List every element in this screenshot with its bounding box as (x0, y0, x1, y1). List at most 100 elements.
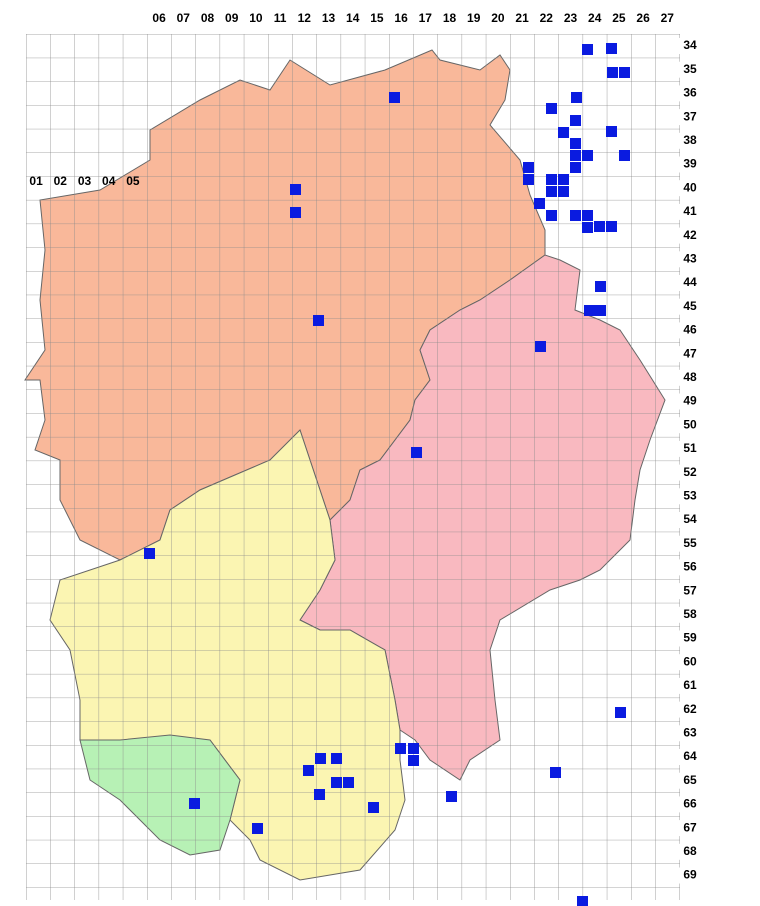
label-bg (676, 677, 704, 694)
grid (26, 34, 680, 900)
row-label: 66 (683, 797, 697, 811)
column-label: 11 (274, 11, 287, 25)
column-label: 25 (612, 11, 626, 25)
row-label: 63 (683, 725, 697, 739)
column-label: 16 (394, 11, 408, 25)
row-label: 41 (683, 204, 697, 218)
label-bg (676, 512, 704, 528)
label-bg (676, 227, 704, 244)
column-label: 01 (29, 174, 43, 188)
column-label: 15 (370, 11, 384, 25)
row-label: 35 (683, 62, 697, 76)
label-bg (676, 251, 704, 268)
row-label: 44 (683, 275, 697, 289)
row-label: 58 (683, 607, 697, 621)
row-label: 43 (683, 251, 697, 265)
row-label: 36 (683, 86, 697, 100)
label-bg (676, 820, 704, 837)
column-label: 10 (249, 11, 263, 25)
row-label: 42 (683, 228, 697, 242)
label-bg (676, 156, 704, 173)
label-bg (676, 749, 704, 765)
label-bg (676, 464, 704, 481)
label-bg (676, 85, 704, 102)
column-label: 23 (564, 11, 578, 25)
label-bg (676, 275, 704, 291)
row-label: 64 (683, 749, 697, 763)
label-bg (676, 559, 704, 576)
label-bg (676, 203, 704, 220)
column-label: 20 (491, 11, 505, 25)
label-bg (676, 369, 704, 386)
column-label: 26 (636, 11, 650, 25)
label-bg (676, 417, 704, 434)
row-label: 52 (683, 465, 697, 479)
label-bg (676, 701, 704, 718)
column-label: 21 (515, 11, 529, 25)
row-label: 59 (683, 631, 697, 645)
row-label: 40 (683, 180, 697, 194)
label-bg (676, 132, 704, 149)
label-bg (676, 38, 704, 54)
row-label: 69 (683, 868, 697, 882)
label-bg (676, 180, 704, 197)
column-label: 24 (588, 11, 602, 25)
row-label: 62 (683, 702, 697, 716)
row-label: 51 (683, 441, 697, 455)
row-label: 39 (683, 157, 697, 171)
row-label: 48 (683, 370, 697, 384)
column-label: 14 (346, 11, 360, 25)
column-label: 05 (126, 174, 140, 188)
column-label: 17 (419, 11, 433, 25)
column-label: 07 (177, 11, 191, 25)
row-label: 37 (683, 109, 697, 123)
label-bg (676, 61, 704, 78)
label-bg (676, 322, 704, 339)
row-label: 50 (683, 417, 697, 431)
row-label: 45 (683, 299, 697, 313)
label-bg (676, 606, 704, 623)
row-label: 47 (683, 346, 697, 360)
label-bg (676, 583, 704, 600)
row-label: 61 (683, 678, 697, 692)
row-label: 57 (683, 583, 697, 597)
label-bg (676, 772, 704, 789)
row-label: 67 (683, 820, 697, 834)
row-label: 46 (683, 323, 697, 337)
label-bg (676, 630, 704, 647)
label-bg (676, 393, 704, 410)
column-label: 08 (201, 11, 215, 25)
label-bg (676, 109, 704, 126)
label-bg (676, 535, 704, 552)
label-bg (676, 346, 704, 363)
label-bg (676, 867, 704, 884)
label-bg (676, 796, 704, 813)
column-label: 02 (54, 174, 68, 188)
row-label: 60 (683, 654, 697, 668)
column-label: 19 (467, 11, 481, 25)
column-label: 27 (661, 11, 675, 25)
row-label: 34 (683, 38, 697, 52)
label-bg (676, 488, 704, 505)
label-bg (676, 298, 704, 315)
label-bg (676, 440, 704, 457)
column-label: 13 (322, 11, 336, 25)
row-label: 54 (683, 512, 697, 526)
label-bg (676, 654, 704, 671)
row-label: 53 (683, 488, 697, 502)
column-label: 09 (225, 11, 239, 25)
row-label: 56 (683, 560, 697, 574)
label-bg (676, 843, 704, 860)
column-label: 12 (298, 11, 312, 25)
row-label: 68 (683, 844, 697, 858)
column-label: 06 (152, 11, 166, 25)
row-label: 65 (683, 773, 697, 787)
column-label: 04 (102, 174, 116, 188)
row-label: 49 (683, 394, 697, 408)
row-label: 55 (683, 536, 697, 550)
label-bg (676, 725, 704, 742)
column-label: 18 (443, 11, 457, 25)
column-label: 22 (540, 11, 554, 25)
labels: 06 07 08 09 10 11 12 13 14 15 16 17 18 19 20 21 22 23 24 25… (29, 11, 704, 884)
